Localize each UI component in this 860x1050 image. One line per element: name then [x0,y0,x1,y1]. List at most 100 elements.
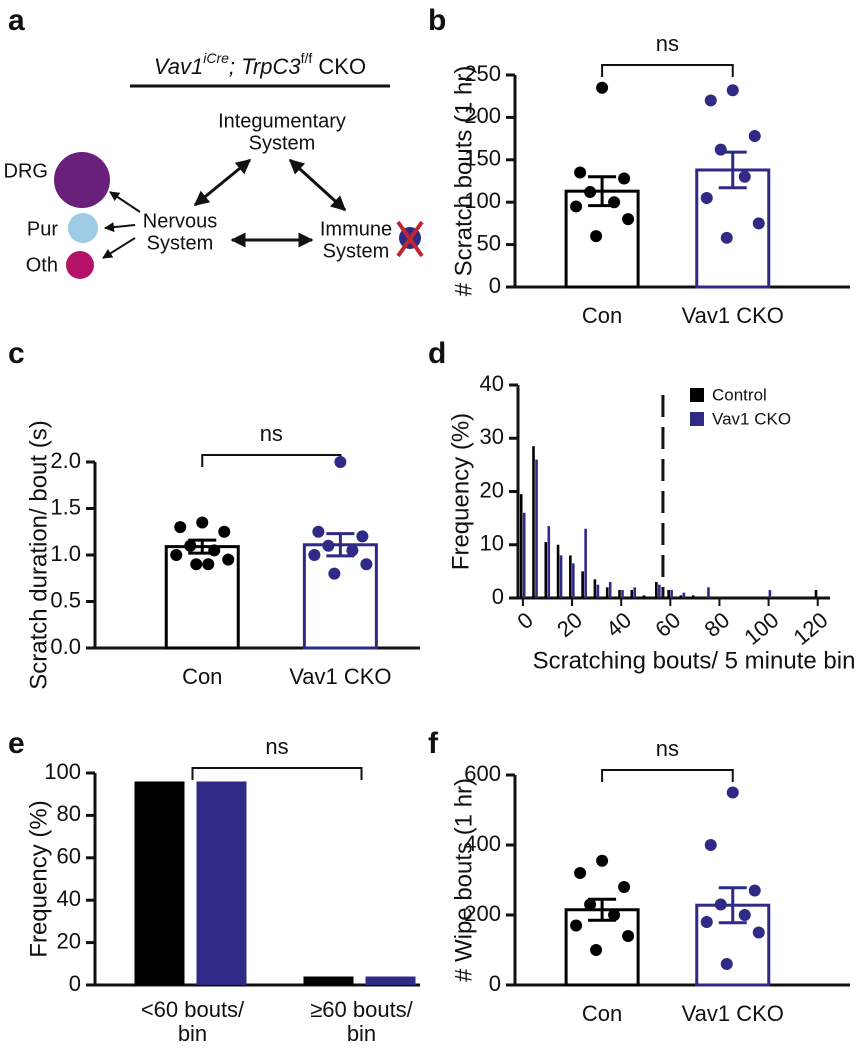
arrow [288,158,347,212]
data-point [334,456,347,468]
data-point [360,558,373,571]
bar [707,587,710,598]
data-point [322,539,335,552]
data-point [570,200,583,213]
y-tick-label: 250 [464,61,501,86]
x-tick-label: Vav1 CKO [682,1001,784,1026]
data-point [738,909,751,921]
y-tick-label: 60 [57,844,81,869]
y-tick-label: 50 [477,230,501,255]
data-point [738,170,751,183]
x-tick-label: 120 [788,607,832,650]
y-tick-label: 0.5 [50,587,81,612]
x-tick-label: Vav1 CKO [682,303,784,328]
y-tick-label: 0 [489,971,501,996]
bar [630,590,634,598]
x-tick-label: 80 [700,607,735,642]
y-tick-label: 40 [57,886,81,911]
bar [608,582,612,598]
node-label: System [147,232,214,254]
x-tick-label: 60 [650,607,685,642]
y-axis-label: # Wipe bouts (1 hr) [450,778,477,982]
data-point [328,567,341,580]
data-point [170,549,183,561]
bar [658,584,661,598]
bar [768,590,772,598]
arrow [104,222,136,233]
y-tick-label: 0 [492,584,504,609]
cell-label: DRG [4,160,48,182]
bar [621,590,624,598]
x-tick-label: 0 [512,607,537,634]
node-label: Immune [320,218,392,240]
significance-label: ns [260,421,283,446]
bar [556,544,560,598]
data-point [190,558,203,571]
legend-swatch [690,412,704,426]
bar [519,494,523,598]
data-point [622,213,635,226]
bar [679,595,683,598]
error-bar [588,897,617,922]
panel-letter: d [428,337,446,370]
panel-letter: a [8,4,25,37]
y-tick-label: 600 [464,761,501,786]
y-tick-label: 0 [69,971,81,996]
data-point [202,558,215,571]
bar [532,446,535,598]
x-tick-label: Con [582,303,622,328]
data-point [726,84,739,97]
y-axis-label: # Scratch bouts (1 hr) [450,66,477,297]
bar [593,579,597,598]
data-point [174,521,187,534]
panel-letter: f [428,727,439,760]
bar [633,587,637,598]
cell-label: Oth [26,254,58,276]
y-tick-label: 40 [480,371,504,396]
data-point [590,944,603,956]
drg-cell [54,152,110,208]
x-tick-label: bin [178,1021,207,1046]
title-part: Vav1 [154,54,203,79]
data-point [720,958,733,970]
legend-label: Control [712,385,767,404]
bar [572,563,575,598]
y-axis-label: Frequency (%) [25,800,52,957]
x-tick-label: Vav1 CKO [289,664,391,689]
data-point [356,530,369,543]
data-point [346,544,359,557]
bar [581,571,584,598]
bar [559,555,563,598]
data-point [570,919,583,932]
y-tick-label: 100 [464,188,501,213]
x-tick-label: 100 [739,607,783,650]
data-point [618,172,631,185]
bar [655,582,658,598]
x-tick-label: Con [582,1001,622,1026]
error-bar [326,532,355,558]
data-point [720,231,733,244]
node-label: System [323,240,390,262]
data-point [596,854,609,867]
error-bar [718,150,747,190]
panel-letter: c [8,337,25,370]
y-tick-label: 20 [480,477,504,502]
arrow [109,191,141,213]
arrow [102,237,136,259]
significance-bracket [601,769,734,782]
panel-a: a Vav1iCre; TrpC3f/f CKO Integumentary S… [4,4,424,279]
data-point [596,81,609,94]
data-point [752,926,765,939]
error-bar [588,175,617,208]
data-point [608,909,621,921]
data-point [184,539,197,552]
node-label: System [249,132,316,154]
knockout-cross [396,220,424,258]
bar [584,528,587,598]
bar [522,512,526,598]
data-point [590,230,603,243]
y-tick-label: 2.0 [50,448,81,473]
data-point [618,881,631,893]
data-point [748,884,761,897]
